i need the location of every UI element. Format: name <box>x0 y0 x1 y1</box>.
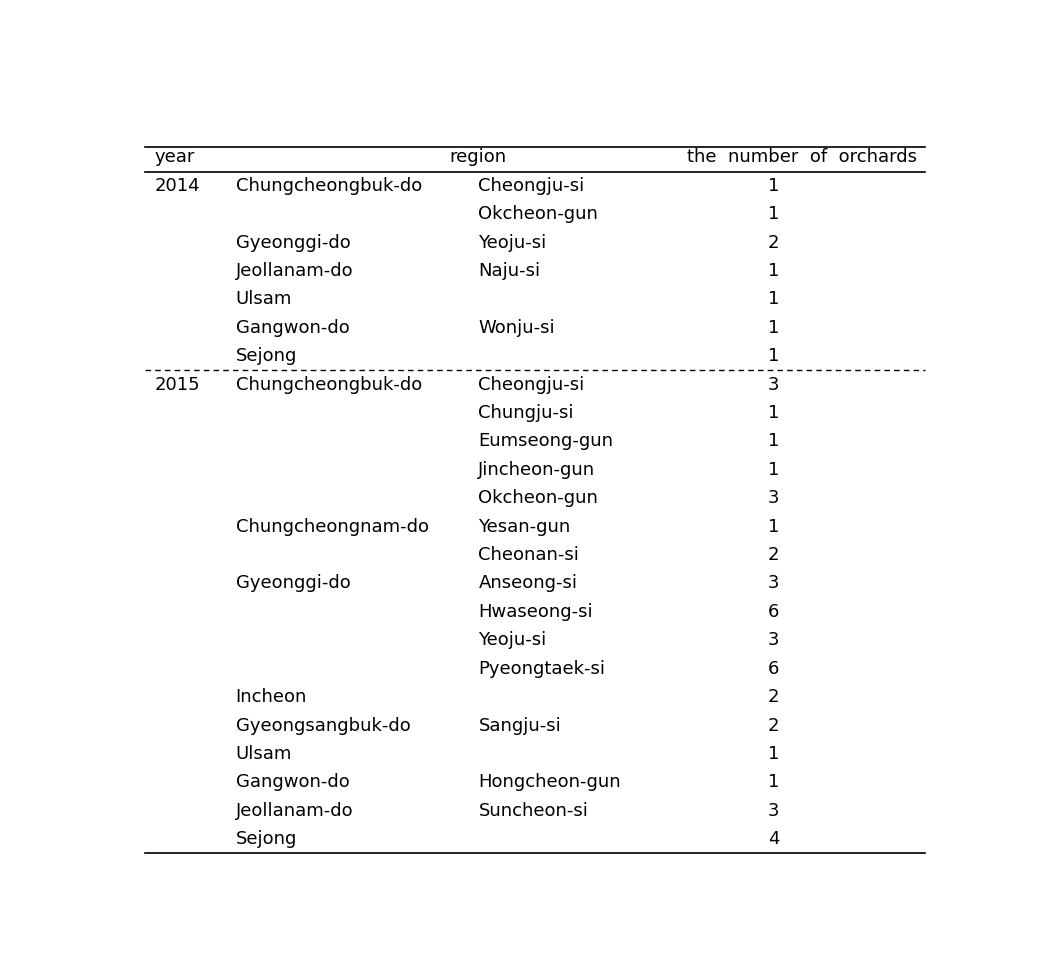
Text: Hongcheon-gun: Hongcheon-gun <box>478 773 621 791</box>
Text: Gangwon-do: Gangwon-do <box>236 318 350 337</box>
Text: region: region <box>450 148 507 167</box>
Text: Okcheon-gun: Okcheon-gun <box>478 206 598 223</box>
Text: year: year <box>155 148 195 167</box>
Text: 1: 1 <box>768 517 780 536</box>
Text: Gangwon-do: Gangwon-do <box>236 773 350 791</box>
Text: 2: 2 <box>768 546 780 564</box>
Text: 1: 1 <box>768 262 780 280</box>
Text: 1: 1 <box>768 318 780 337</box>
Text: 3: 3 <box>768 631 780 650</box>
Text: 2: 2 <box>768 717 780 734</box>
Text: Gyeonggi-do: Gyeonggi-do <box>236 234 351 251</box>
Text: 4: 4 <box>768 830 780 848</box>
Text: 1: 1 <box>768 290 780 309</box>
Text: Eumseong-gun: Eumseong-gun <box>478 432 614 450</box>
Text: Gyeongsangbuk-do: Gyeongsangbuk-do <box>236 717 410 734</box>
Text: Chungcheongbuk-do: Chungcheongbuk-do <box>236 376 422 393</box>
Text: 3: 3 <box>768 489 780 507</box>
Text: Jeollanam-do: Jeollanam-do <box>236 802 353 820</box>
Text: Pyeongtaek-si: Pyeongtaek-si <box>478 659 606 678</box>
Text: 2: 2 <box>768 688 780 706</box>
Text: Jincheon-gun: Jincheon-gun <box>478 461 595 479</box>
Text: Suncheon-si: Suncheon-si <box>478 802 588 820</box>
Text: Cheongju-si: Cheongju-si <box>478 376 585 393</box>
Text: Ulsam: Ulsam <box>236 745 292 763</box>
Text: 2: 2 <box>768 234 780 251</box>
Text: Yesan-gun: Yesan-gun <box>478 517 571 536</box>
Text: Yeoju-si: Yeoju-si <box>478 631 547 650</box>
Text: 3: 3 <box>768 376 780 393</box>
Text: the  number  of  orchards: the number of orchards <box>687 148 917 167</box>
Text: Cheongju-si: Cheongju-si <box>478 176 585 195</box>
Text: Wonju-si: Wonju-si <box>478 318 555 337</box>
Text: 3: 3 <box>768 575 780 592</box>
Text: Anseong-si: Anseong-si <box>478 575 577 592</box>
Text: Sejong: Sejong <box>236 347 298 365</box>
Text: Gyeonggi-do: Gyeonggi-do <box>236 575 351 592</box>
Text: Naju-si: Naju-si <box>478 262 541 280</box>
Text: Yeoju-si: Yeoju-si <box>478 234 547 251</box>
Text: Incheon: Incheon <box>236 688 307 706</box>
Text: Jeollanam-do: Jeollanam-do <box>236 262 353 280</box>
Text: 2014: 2014 <box>155 176 200 195</box>
Text: 2015: 2015 <box>155 376 200 393</box>
Text: 1: 1 <box>768 432 780 450</box>
Text: 6: 6 <box>768 659 780 678</box>
Text: Cheonan-si: Cheonan-si <box>478 546 579 564</box>
Text: 1: 1 <box>768 745 780 763</box>
Text: 1: 1 <box>768 404 780 422</box>
Text: Sangju-si: Sangju-si <box>478 717 562 734</box>
Text: Hwaseong-si: Hwaseong-si <box>478 603 593 620</box>
Text: Sejong: Sejong <box>236 830 298 848</box>
Text: 3: 3 <box>768 802 780 820</box>
Text: 1: 1 <box>768 773 780 791</box>
Text: Chungju-si: Chungju-si <box>478 404 574 422</box>
Text: 1: 1 <box>768 347 780 365</box>
Text: 1: 1 <box>768 206 780 223</box>
Text: 1: 1 <box>768 461 780 479</box>
Text: Okcheon-gun: Okcheon-gun <box>478 489 598 507</box>
Text: Chungcheongbuk-do: Chungcheongbuk-do <box>236 176 422 195</box>
Text: Chungcheongnam-do: Chungcheongnam-do <box>236 517 429 536</box>
Text: 6: 6 <box>768 603 780 620</box>
Text: Ulsam: Ulsam <box>236 290 292 309</box>
Text: 1: 1 <box>768 176 780 195</box>
